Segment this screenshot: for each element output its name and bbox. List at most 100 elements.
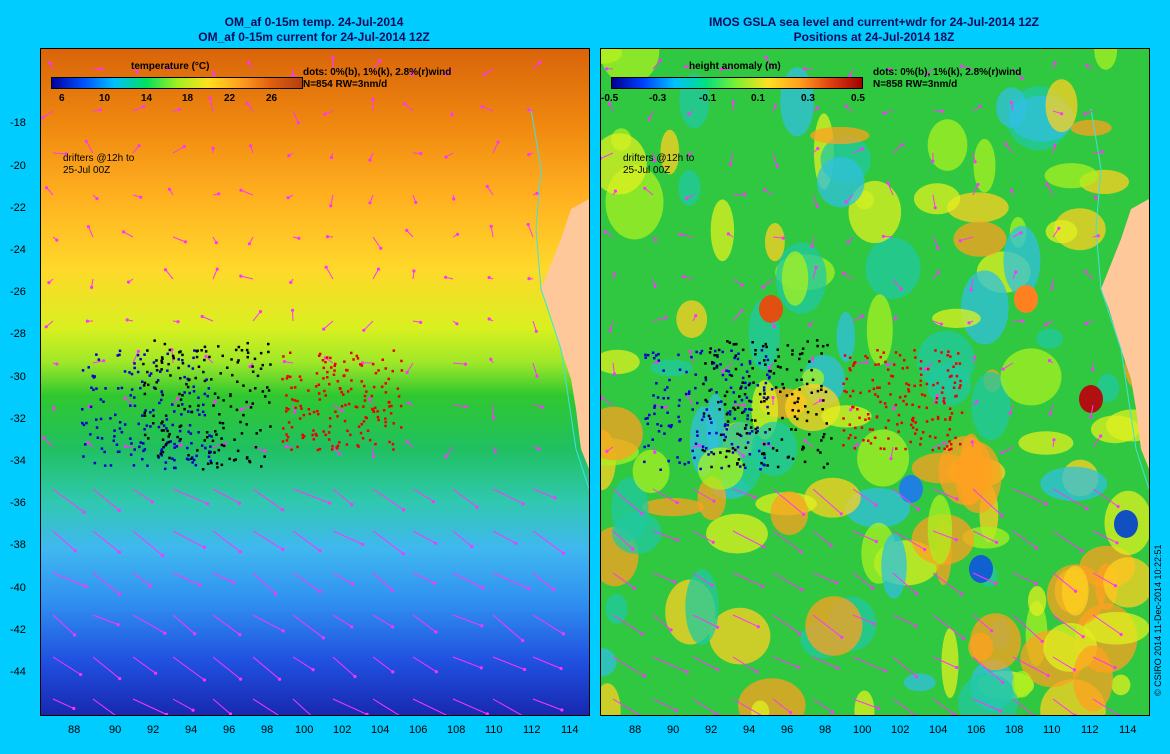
arrow-head: [47, 281, 51, 285]
sea-level-map-panel: height anomaly (m) -0.5 -0.3 -0.1 0.1 0.…: [600, 48, 1150, 716]
current-arrow: [765, 56, 774, 70]
current-arrow: [132, 698, 167, 715]
drifter-dot: [186, 385, 190, 389]
drifter-dot: [155, 381, 158, 384]
current-arrow: [732, 278, 743, 286]
arrow-head: [278, 677, 282, 681]
arrow-head: [601, 156, 603, 161]
current-arrow: [252, 530, 284, 550]
drifter-dot: [925, 420, 929, 423]
drifter-dot: [842, 382, 845, 385]
current-arrow: [92, 488, 120, 511]
drifter-dot: [294, 406, 297, 409]
drifter-dot: [189, 432, 193, 435]
current-arrow: [532, 362, 538, 377]
drifter-dot: [667, 424, 671, 428]
drifter-dot: [867, 439, 870, 442]
drifter-dot: [776, 465, 780, 469]
arrow-head: [432, 581, 437, 585]
drifter-dot: [935, 397, 939, 400]
drifter-dot: [959, 442, 962, 446]
arrow-head: [365, 712, 369, 715]
arrow-head: [535, 374, 539, 378]
arrow-head: [371, 97, 375, 101]
arrow-head: [284, 445, 288, 449]
drifter-dot: [798, 352, 802, 356]
drifter-dot: [687, 461, 690, 464]
arrow-head: [238, 550, 242, 554]
drifter-dot: [848, 367, 851, 370]
drifter-dot: [349, 433, 352, 437]
arrow-head: [923, 547, 927, 552]
drifter-dot: [129, 404, 132, 407]
arrow-head: [198, 583, 202, 587]
drifter-dot: [285, 407, 288, 410]
drifter-dot: [707, 453, 710, 456]
arrow-head: [1094, 196, 1098, 200]
drifter-dot: [317, 354, 321, 357]
arrow-head: [200, 314, 204, 319]
drifter-dot: [173, 442, 176, 446]
drifter-dot: [656, 423, 659, 426]
drifter-dot: [400, 369, 404, 372]
drifter-dot: [866, 413, 870, 416]
anomaly-blob: [836, 312, 855, 362]
arrow-head: [840, 635, 844, 639]
arrow-head: [899, 287, 903, 291]
drifter-dot: [710, 465, 713, 469]
anomaly-blob: [1103, 557, 1149, 608]
drifter-dot: [915, 428, 918, 431]
current-arrow: [490, 226, 494, 238]
anomaly-blob: [601, 349, 640, 375]
drifter-dot: [180, 413, 183, 416]
arrow-head: [82, 510, 86, 514]
drifter-dot: [907, 390, 911, 393]
current-arrow: [1052, 228, 1060, 238]
drifter-dot: [879, 400, 882, 404]
anomaly-blob: [1079, 385, 1103, 413]
arrow-head: [846, 240, 850, 244]
drifter-dot: [749, 426, 753, 429]
drifter-dot: [926, 367, 930, 371]
drifter-dot: [821, 408, 824, 411]
arrow-head: [952, 712, 956, 715]
drifter-dot: [728, 373, 732, 377]
drifter-dot: [311, 433, 314, 437]
drifter-dot: [725, 413, 729, 416]
arrow-head: [444, 275, 448, 279]
drifter-dot: [935, 401, 938, 404]
drifter-dot: [285, 377, 289, 380]
drifter-dot: [301, 436, 305, 440]
drifter-dot: [701, 445, 705, 448]
arrow-head: [861, 314, 865, 318]
current-arrow: [1092, 530, 1118, 544]
arrow-head: [521, 639, 525, 643]
drifter-dot: [700, 349, 704, 353]
height-tick: -0.1: [699, 93, 717, 104]
arrow-head: [685, 670, 689, 674]
arrow-head: [719, 67, 723, 71]
drifter-dot: [745, 424, 748, 427]
drifter-dot: [696, 434, 699, 437]
drifter-dot: [167, 362, 170, 366]
drifter-dot: [263, 455, 266, 458]
drifter-dot: [716, 355, 719, 359]
current-arrow: [292, 110, 299, 124]
drifter-dot: [203, 358, 206, 362]
drifter-dot: [767, 442, 770, 445]
drifter-dot: [97, 358, 101, 361]
drifter-dot: [950, 447, 953, 451]
current-arrow: [532, 404, 543, 408]
arrow-head: [1113, 584, 1117, 588]
drifter-dot: [323, 389, 326, 393]
drifter-dot: [301, 433, 304, 437]
drifter-dot: [748, 382, 752, 385]
arrow-head: [763, 187, 767, 192]
current-arrow: [772, 488, 804, 515]
anomaly-blob: [1045, 79, 1078, 133]
current-arrow: [252, 698, 279, 715]
current-arrow: [772, 656, 799, 668]
current-arrow: [406, 362, 414, 373]
drifter-dot: [328, 417, 332, 420]
drifter-dot: [739, 465, 742, 468]
